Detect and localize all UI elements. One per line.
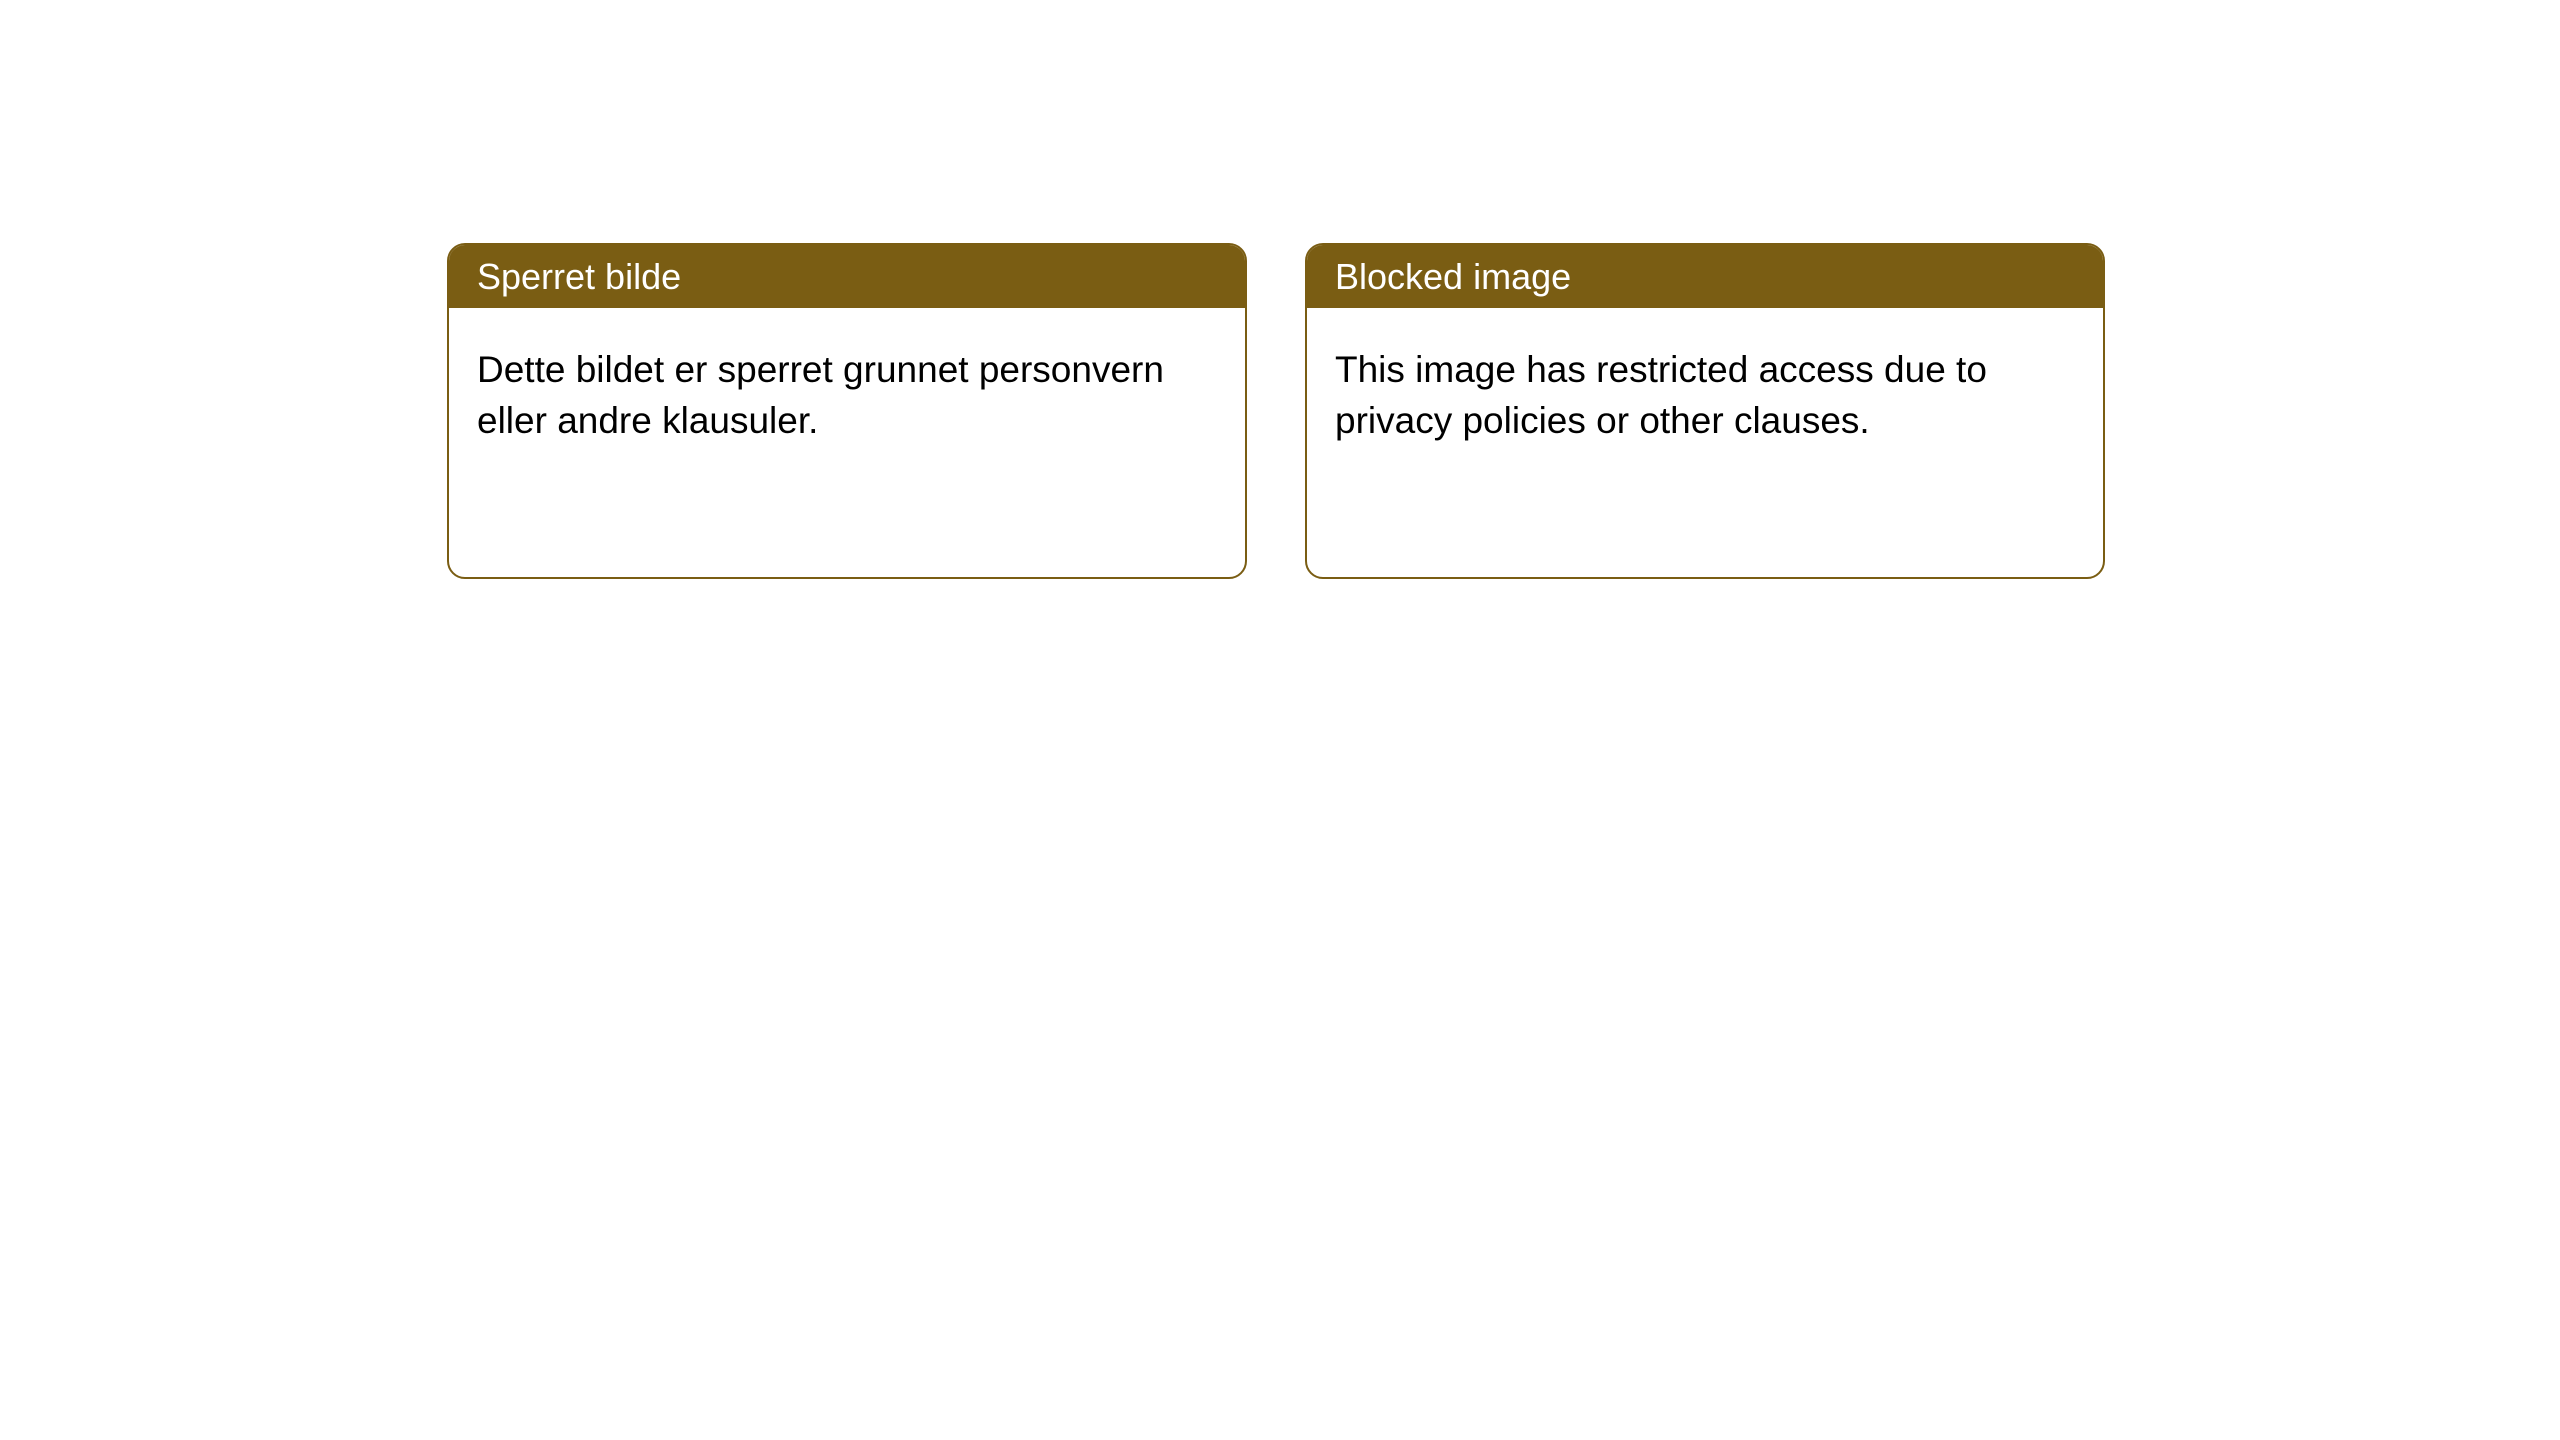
notice-card-english: Blocked image This image has restricted …: [1305, 243, 2105, 579]
card-title: Sperret bilde: [477, 256, 681, 297]
card-body: This image has restricted access due to …: [1307, 308, 2103, 482]
notice-container: Sperret bilde Dette bildet er sperret gr…: [447, 243, 2105, 579]
card-header: Sperret bilde: [449, 245, 1245, 308]
notice-card-norwegian: Sperret bilde Dette bildet er sperret gr…: [447, 243, 1247, 579]
card-header: Blocked image: [1307, 245, 2103, 308]
card-body-text: Dette bildet er sperret grunnet personve…: [477, 349, 1164, 441]
card-title: Blocked image: [1335, 256, 1571, 297]
card-body: Dette bildet er sperret grunnet personve…: [449, 308, 1245, 482]
card-body-text: This image has restricted access due to …: [1335, 349, 1987, 441]
